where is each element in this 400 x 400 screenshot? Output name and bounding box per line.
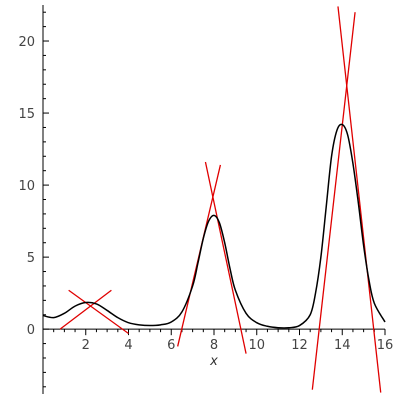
x-tick-label: 12 — [291, 338, 308, 353]
y-tick-labels: 0 5 10 15 20 — [18, 35, 35, 338]
y-tick-label: 10 — [18, 179, 35, 194]
tangent-line — [337, 6, 382, 393]
x-tick-label: 6 — [167, 338, 175, 353]
tangent-line — [204, 161, 247, 354]
x-tick-label: 14 — [334, 338, 351, 353]
x-tick-label: 4 — [124, 338, 132, 353]
y-tick-label: 0 — [27, 323, 35, 338]
function-curve — [42, 123, 386, 329]
y-tick-label: 20 — [18, 35, 35, 50]
tick-marks — [43, 11, 386, 388]
x-tick-label: 2 — [82, 338, 90, 353]
x-tick-label: 16 — [377, 338, 394, 353]
y-tick-label: 5 — [27, 251, 35, 266]
tangent-line — [68, 289, 129, 335]
tangent-line — [311, 12, 356, 390]
tangent-line — [59, 289, 112, 330]
x-axis-label: x — [209, 354, 218, 369]
tangent-lines — [59, 6, 382, 393]
x-tick-label: 8 — [210, 338, 218, 353]
x-tick-labels: 2 4 6 8 10 12 14 16 — [82, 338, 394, 353]
y-tick-label: 15 — [18, 107, 35, 122]
x-tick-label: 10 — [248, 338, 265, 353]
